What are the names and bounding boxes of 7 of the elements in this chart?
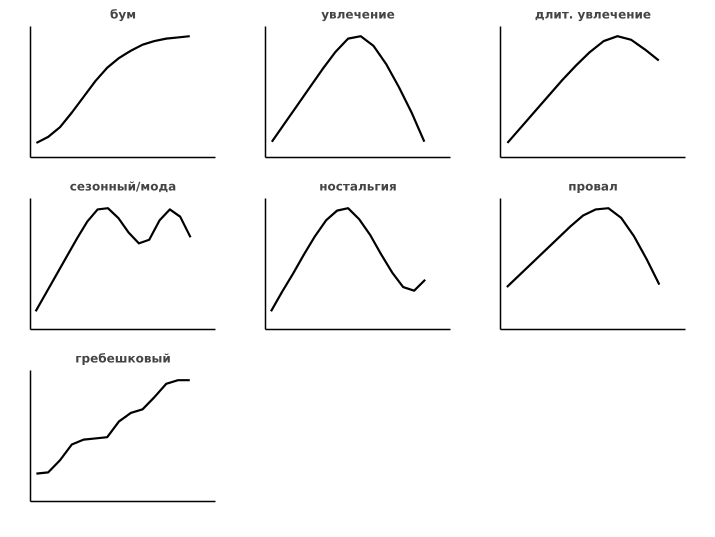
chart-title: бум	[110, 8, 136, 22]
chart-title: гребешковый	[75, 352, 171, 366]
chart-title: провал	[568, 180, 618, 194]
chart-title: длит. увлечение	[534, 8, 652, 22]
chart-title: ностальгия	[319, 180, 397, 194]
chart-title: увлечение	[321, 8, 395, 22]
chart-title: сезонный/мода	[70, 180, 176, 194]
